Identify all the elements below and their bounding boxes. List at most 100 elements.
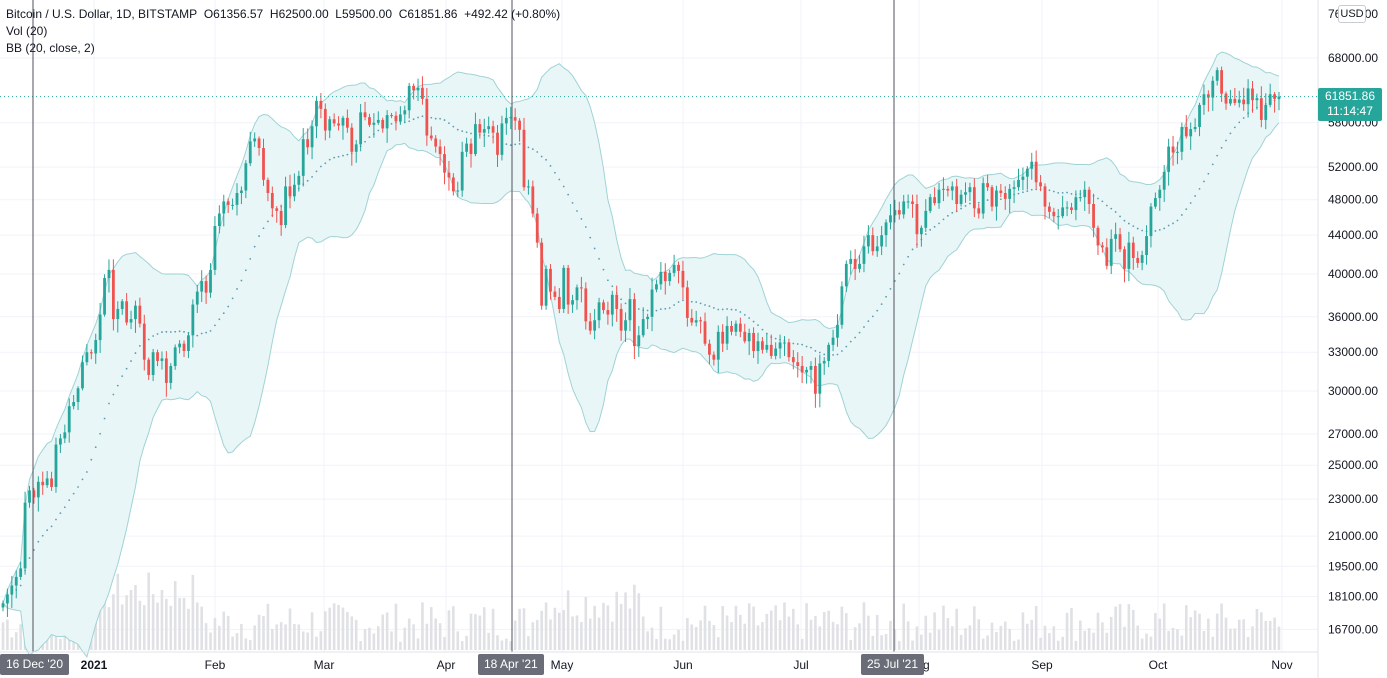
- bb-basis-dot: [889, 288, 892, 290]
- candle-body: [990, 187, 994, 207]
- volume-bar: [231, 636, 234, 650]
- candle-body: [1158, 189, 1162, 199]
- bb-basis-dot: [1110, 207, 1113, 210]
- bb-basis-dot: [28, 557, 31, 559]
- volume-bar: [708, 620, 711, 650]
- bb-basis-dot: [108, 402, 110, 405]
- bb-basis-dot: [161, 331, 163, 333]
- candle-body: [575, 287, 579, 301]
- candle-body: [995, 190, 998, 207]
- volume-bar: [271, 629, 274, 650]
- volume-bar: [173, 581, 177, 650]
- bb-basis-dot: [593, 247, 596, 250]
- volume-bar: [403, 627, 407, 650]
- volume-bar: [1176, 629, 1179, 650]
- volume-bar: [677, 629, 680, 650]
- volume-bar: [792, 608, 795, 650]
- candlesticks: [0, 66, 1318, 617]
- volume-bar: [376, 626, 380, 650]
- volume-bar: [703, 605, 707, 650]
- volume-bar: [306, 632, 309, 650]
- bb-basis-dot: [249, 257, 252, 260]
- volume-bar: [1079, 620, 1082, 650]
- volume-bar: [1034, 605, 1038, 650]
- price-axis[interactable]: 16700.00 18100.00 19500.00 21000.00 23000.00…: [1328, 7, 1378, 636]
- legend-bb-indicator[interactable]: BB (20, close, 2): [6, 41, 95, 55]
- bb-basis-dot: [183, 330, 185, 333]
- last-price-label: 61851.86 11:14:47: [1318, 88, 1382, 121]
- bb-basis-dot: [946, 214, 949, 217]
- candle-body: [615, 294, 619, 309]
- bb-basis-dot: [55, 518, 57, 521]
- volume-bar: [955, 608, 958, 650]
- candle-body: [783, 342, 786, 344]
- volume-bar: [19, 624, 22, 650]
- bb-basis-dot: [487, 134, 490, 137]
- volume-bar: [1030, 619, 1034, 650]
- bb-basis-dot: [796, 343, 799, 345]
- bb-basis-dot: [174, 330, 177, 333]
- candle-body: [950, 186, 954, 191]
- candle-body: [1030, 161, 1034, 169]
- volume-bar: [716, 637, 720, 650]
- volume-bar: [663, 638, 667, 650]
- volume-bar: [747, 603, 751, 650]
- candle-body: [394, 115, 398, 122]
- price-tick-label: 21000.00: [1328, 529, 1378, 543]
- legend-volume-indicator[interactable]: Vol (20): [6, 24, 48, 38]
- volume-bar: [615, 591, 619, 650]
- volume-bar: [973, 606, 976, 650]
- time-tick-label: Mar: [314, 658, 335, 672]
- volume-bar: [301, 631, 305, 650]
- volume-bar: [350, 616, 354, 650]
- bb-basis-dot: [1185, 208, 1188, 211]
- volume-bar: [1101, 622, 1104, 650]
- volume-bar: [1198, 613, 1201, 650]
- volume-bar: [575, 615, 579, 650]
- bb-basis-dot: [448, 122, 450, 125]
- volume-bar: [730, 622, 733, 650]
- volume-bar: [142, 605, 146, 650]
- candle-body: [809, 366, 813, 370]
- volume-bar: [1008, 628, 1011, 650]
- bb-basis-dot: [59, 512, 62, 515]
- volume-bar: [1096, 612, 1100, 650]
- candle-body: [1251, 88, 1254, 101]
- candle-body: [284, 186, 287, 226]
- candle-body: [836, 324, 839, 338]
- bb-basis-dot: [514, 143, 517, 146]
- candle-body: [637, 335, 641, 347]
- bb-basis-dot: [721, 308, 724, 311]
- volume-bar: [880, 635, 883, 650]
- bb-basis-dot: [938, 222, 940, 225]
- volume-bar: [191, 574, 195, 650]
- candle-body: [1145, 236, 1148, 256]
- bb-basis-dot: [637, 308, 640, 310]
- bb-basis-dot: [342, 154, 344, 157]
- bb-basis-dot: [81, 478, 84, 481]
- bb-basis-dot: [222, 312, 225, 315]
- bb-basis-dot: [99, 432, 102, 435]
- volume-bar: [862, 602, 866, 650]
- candle-body: [774, 348, 778, 356]
- currency-button[interactable]: USD: [1338, 5, 1366, 23]
- candle-body: [257, 138, 261, 149]
- bb-basis-dot: [1203, 180, 1205, 183]
- bb-basis-dot: [704, 304, 706, 306]
- time-axis[interactable]: 2021FebMarAprMayJunJulAugSepOctNov: [81, 658, 1293, 672]
- volume-bar: [447, 610, 451, 650]
- candle-body: [721, 331, 725, 344]
- volume-bar: [796, 624, 800, 650]
- candle-body: [1008, 188, 1012, 199]
- candle-body: [36, 481, 40, 498]
- candle-body: [655, 284, 658, 290]
- bb-basis-dot: [646, 309, 649, 312]
- price-tick-label: 30000.00: [1328, 384, 1378, 398]
- candle-body: [540, 242, 544, 306]
- bb-basis-dot: [682, 299, 684, 302]
- candle-body: [527, 186, 530, 188]
- candle-body: [928, 197, 932, 211]
- candle-body: [814, 366, 817, 394]
- volume-bar: [1220, 603, 1223, 650]
